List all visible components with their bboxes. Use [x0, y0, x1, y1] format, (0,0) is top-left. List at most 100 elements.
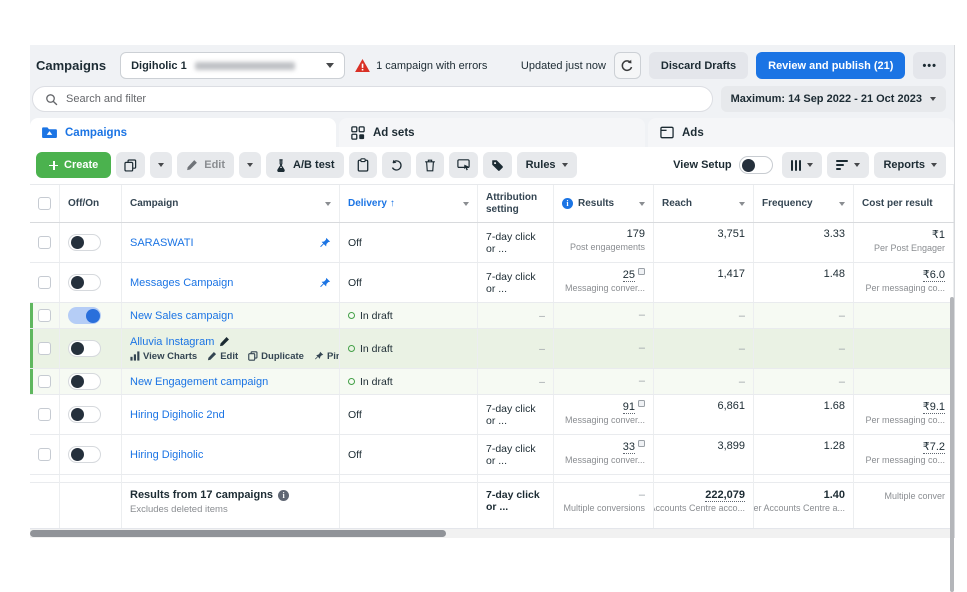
delivery-status: In draft	[360, 342, 393, 355]
campaign-name-link[interactable]: SARASWATI	[130, 236, 194, 249]
pinned-indicator[interactable]	[319, 237, 331, 249]
edit-action[interactable]: Edit	[207, 351, 238, 362]
col-delivery[interactable]: Delivery ↑	[340, 185, 478, 222]
vertical-scrollbar[interactable]	[950, 297, 954, 592]
view-charts-action[interactable]: View Charts	[130, 351, 197, 362]
pinned-indicator[interactable]	[319, 277, 331, 289]
select-all-checkbox[interactable]	[38, 197, 51, 210]
refresh-button[interactable]	[613, 52, 641, 79]
pencil-icon	[208, 351, 217, 361]
undo-button[interactable]	[381, 152, 411, 178]
plus-icon	[49, 160, 58, 170]
table-row[interactable]: New Sales campaign In draft – – – –	[30, 303, 954, 329]
row-checkbox[interactable]	[38, 236, 51, 249]
tab-ad-sets[interactable]: Ad sets	[339, 118, 645, 147]
pin-action[interactable]: Pin	[314, 351, 339, 362]
campaign-cell: Messages Campaign	[122, 263, 340, 302]
campaign-toggle[interactable]	[68, 274, 101, 291]
row-checkbox[interactable]	[38, 375, 51, 388]
frequency-cell: 1.48	[754, 263, 854, 302]
col-results[interactable]: i Results	[554, 185, 654, 222]
search-icon	[46, 93, 58, 105]
campaign-toggle[interactable]	[68, 373, 101, 390]
error-text: 1 campaign with errors	[376, 59, 488, 72]
reports-button[interactable]: Reports	[874, 152, 946, 178]
horizontal-scrollbar-thumb[interactable]	[30, 530, 446, 537]
info-icon: i	[562, 198, 573, 209]
campaign-toggle[interactable]	[68, 340, 101, 357]
columns-button[interactable]	[781, 152, 823, 178]
error-banner[interactable]: 1 campaign with errors	[355, 59, 487, 72]
col-campaign[interactable]: Campaign	[122, 185, 340, 222]
search-input[interactable]: Search and filter	[32, 86, 713, 112]
create-label: Create	[64, 159, 99, 171]
tab-campaigns[interactable]: Campaigns	[30, 118, 336, 147]
create-button[interactable]: Create	[36, 152, 112, 178]
summary-row: Results from 17 campaigns i Excludes dele…	[30, 483, 954, 529]
view-setup-toggle[interactable]	[738, 156, 773, 174]
delivery-cell: Off	[340, 263, 478, 302]
breakdown-button[interactable]	[827, 152, 870, 178]
sort-asc-icon: ↑	[389, 197, 395, 209]
horizontal-scrollbar[interactable]	[30, 529, 954, 538]
duplicate-action[interactable]: Duplicate	[248, 351, 304, 362]
campaigns-table: Off/On Campaign Delivery ↑ Attribution se…	[30, 185, 954, 592]
review-publish-button[interactable]: Review and publish (21)	[756, 52, 906, 79]
results-cell: –	[554, 369, 654, 394]
row-checkbox[interactable]	[38, 408, 51, 421]
breakdown-icon	[836, 159, 849, 171]
table-row[interactable]: SARASWATI Off 7-day click or ... 179 Pos…	[30, 223, 954, 263]
col-off-on: Off/On	[60, 185, 122, 222]
campaign-name-link[interactable]: Messages Campaign	[130, 276, 234, 289]
table-row[interactable]: New Engagement campaign In draft – – – –	[30, 369, 954, 395]
ab-test-button[interactable]: A/B test	[266, 152, 344, 178]
campaign-name-link[interactable]: Hiring Digiholic	[130, 448, 204, 461]
campaign-name-link[interactable]: New Sales campaign	[130, 309, 234, 322]
table-row[interactable]: Hiring Digiholic Off 7-day click or ... …	[30, 435, 954, 475]
pin-icon	[320, 277, 331, 287]
col-reach[interactable]: Reach	[654, 185, 754, 222]
frequency-cell: –	[754, 329, 854, 368]
preview-button[interactable]	[448, 152, 478, 178]
duplicate-menu-button[interactable]	[150, 152, 173, 178]
table-row[interactable]: Hiring Digiholic 2nd Off 7-day click or …	[30, 395, 954, 435]
campaign-name-link[interactable]: Hiring Digiholic 2nd	[130, 408, 225, 421]
edit-name-pencil-icon[interactable]	[219, 336, 230, 347]
chart-bars-icon	[130, 351, 140, 361]
reach-cell: –	[654, 369, 754, 394]
duplicate-button[interactable]	[116, 152, 146, 178]
table-row[interactable]: Alluvia Instagram View Charts E	[30, 329, 954, 369]
campaign-name-link[interactable]: New Engagement campaign	[130, 375, 269, 388]
campaign-toggle[interactable]	[68, 406, 101, 423]
columns-icon	[790, 159, 802, 171]
ads-manager-window: Campaigns Digiholic 1 1 campaign with er…	[30, 45, 955, 592]
delivery-status: In draft	[360, 375, 393, 388]
tab-ads[interactable]: Ads	[648, 118, 954, 147]
delete-button[interactable]	[415, 152, 444, 178]
campaign-toggle[interactable]	[68, 307, 101, 324]
col-frequency[interactable]: Frequency	[754, 185, 854, 222]
tag-button[interactable]	[482, 152, 512, 178]
more-options-button[interactable]: •••	[913, 52, 946, 79]
draft-status-icon	[348, 378, 355, 385]
paste-button[interactable]	[348, 152, 377, 178]
info-icon[interactable]: i	[278, 489, 290, 501]
edit-button[interactable]: Edit	[177, 152, 235, 178]
row-checkbox[interactable]	[38, 342, 51, 355]
campaign-name-link[interactable]: Alluvia Instagram	[130, 335, 215, 348]
date-range-selector[interactable]: Maximum: 14 Sep 2022 - 21 Oct 2023	[720, 86, 946, 112]
reach-cell: 3,751	[654, 223, 754, 262]
frequency-cell: 1.68	[754, 395, 854, 434]
table-row[interactable]: Messages Campaign Off 7-day click or ...…	[30, 263, 954, 303]
campaign-toggle[interactable]	[68, 446, 101, 463]
row-checkbox[interactable]	[38, 276, 51, 289]
duplicate-icon	[124, 158, 137, 172]
frequency-cell: –	[754, 369, 854, 394]
account-selector[interactable]: Digiholic 1	[120, 52, 346, 79]
row-checkbox[interactable]	[38, 448, 51, 461]
discard-drafts-button[interactable]: Discard Drafts	[648, 52, 749, 79]
rules-button[interactable]: Rules	[516, 152, 577, 178]
campaign-toggle[interactable]	[68, 234, 101, 251]
edit-menu-button[interactable]	[239, 152, 262, 178]
row-checkbox[interactable]	[38, 309, 51, 322]
